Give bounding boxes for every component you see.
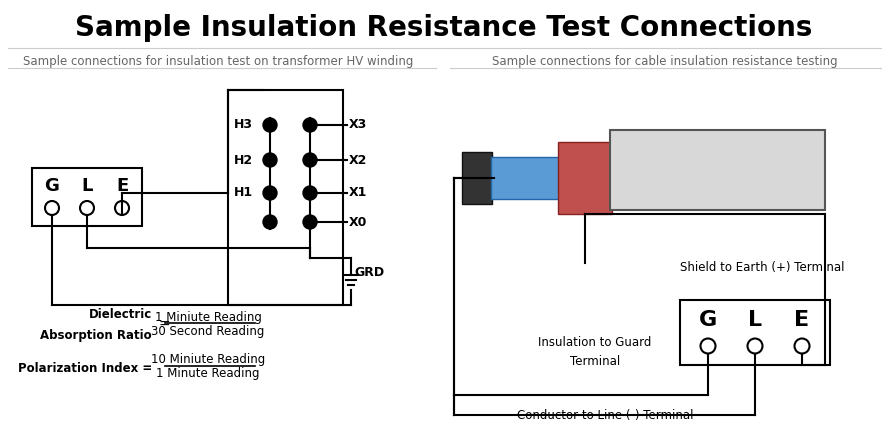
Circle shape <box>303 186 317 200</box>
Circle shape <box>795 338 810 353</box>
Text: Shield to Earth (+) Terminal: Shield to Earth (+) Terminal <box>680 262 845 275</box>
Text: E: E <box>116 177 128 195</box>
Text: X0: X0 <box>349 215 367 229</box>
Bar <box>32 168 142 226</box>
Text: X1: X1 <box>349 187 367 199</box>
Bar <box>228 90 343 305</box>
Circle shape <box>263 186 277 200</box>
Text: X3: X3 <box>349 118 367 132</box>
Circle shape <box>701 338 716 353</box>
Circle shape <box>303 153 317 167</box>
Circle shape <box>263 215 277 229</box>
Text: G: G <box>699 310 717 330</box>
Bar <box>462 152 492 204</box>
Text: E: E <box>795 310 810 330</box>
Text: Polarization Index =: Polarization Index = <box>18 362 152 375</box>
Text: H3: H3 <box>234 118 253 132</box>
Text: 10 Miniute Reading: 10 Miniute Reading <box>151 353 265 366</box>
Text: 1 Miniute Reading: 1 Miniute Reading <box>155 311 261 323</box>
Text: Conductor to Line (-) Terminal: Conductor to Line (-) Terminal <box>517 408 693 422</box>
Circle shape <box>303 215 317 229</box>
Text: =: = <box>158 318 170 332</box>
Circle shape <box>115 201 129 215</box>
Text: Sample connections for cable insulation resistance testing: Sample connections for cable insulation … <box>493 54 837 67</box>
Bar <box>680 300 830 365</box>
Text: 1 Minute Reading: 1 Minute Reading <box>156 368 260 381</box>
Text: L: L <box>81 177 92 195</box>
Text: H1: H1 <box>234 187 253 199</box>
Text: Sample Insulation Resistance Test Connections: Sample Insulation Resistance Test Connec… <box>76 14 813 42</box>
Bar <box>610 130 825 210</box>
Text: 30 Second Reading: 30 Second Reading <box>151 324 265 338</box>
Text: Dielectric
Absorption Ratio: Dielectric Absorption Ratio <box>40 308 152 342</box>
Text: GRD: GRD <box>354 266 384 280</box>
Circle shape <box>263 153 277 167</box>
Circle shape <box>263 118 277 132</box>
Circle shape <box>303 118 317 132</box>
Circle shape <box>748 338 763 353</box>
Text: H2: H2 <box>234 154 253 166</box>
Text: L: L <box>748 310 762 330</box>
Circle shape <box>45 201 59 215</box>
Text: G: G <box>44 177 60 195</box>
Bar <box>558 142 612 214</box>
Circle shape <box>80 201 94 215</box>
Text: Sample connections for insulation test on transformer HV winding: Sample connections for insulation test o… <box>23 54 413 67</box>
Text: X2: X2 <box>349 154 367 166</box>
Bar <box>491 157 559 199</box>
Text: Insulation to Guard
Terminal: Insulation to Guard Terminal <box>539 336 652 368</box>
